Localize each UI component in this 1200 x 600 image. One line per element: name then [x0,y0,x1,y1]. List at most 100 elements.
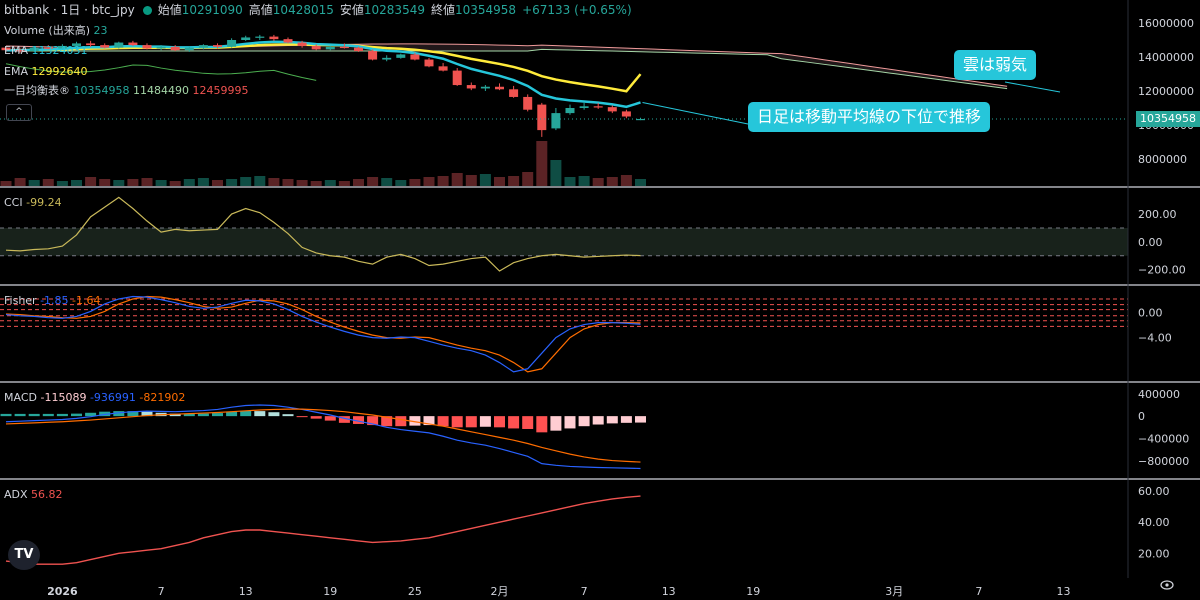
candle-body [636,118,645,121]
ichimoku-legend[interactable]: 一目均衡表® 10354958 11484490 12459995 [4,84,249,98]
settings-eye-icon[interactable] [1160,580,1174,590]
candle-body [621,111,631,117]
candle-body [607,107,617,112]
candle-body [72,43,81,46]
volume-bar [635,179,646,186]
cloud-bearish-callout[interactable]: 雲は弱気 [954,50,1037,80]
macd-histogram-bar [564,416,576,429]
volume-bar [409,179,421,186]
macd-histogram-bar [141,411,153,417]
volume-bar [141,178,153,186]
volume-bar [564,177,576,186]
volume-bar [240,177,252,186]
macd-legend[interactable]: MACD -115089 -936991 -821902 [4,391,185,405]
macd-histogram-bar [42,413,54,417]
volume-bar [522,172,534,186]
macd-histogram-bar [226,411,238,417]
open-label: 始値 [157,3,182,17]
chikou-span-line [5,63,317,81]
cci-legend[interactable]: CCI -99.24 [4,196,62,210]
volume-bar [113,180,125,186]
macd-histogram-bar [240,410,252,417]
macd-histogram-bar [268,412,280,417]
fisher-legend[interactable]: Fisher -1.85 -1.64 [4,294,101,308]
signal-line [5,408,641,463]
macd-histogram-bar [113,411,125,417]
time-axis-tick: 7 [158,585,165,598]
candle-body [339,46,349,48]
macd-histogram-bar [437,416,449,427]
change-value: +67133 (+0.65%) [522,3,632,17]
time-axis-tick: 19 [746,585,760,598]
callout-pointer [642,102,749,125]
ema1-legend[interactable]: EMA 11324031 [4,44,87,58]
price-axis-tick: 12000000 [1138,85,1194,98]
price-axis-tick: 16000000 [1138,17,1194,30]
volume-bar [310,181,322,186]
volume-bar [338,181,350,186]
adx-value: 56.82 [31,488,63,501]
adx-legend[interactable]: ADX 56.82 [4,488,63,502]
volume-bar [578,176,590,186]
fisher-value: -1.85 [40,294,69,307]
cci-axis-tick: −200.00 [1138,264,1186,277]
macd-histogram-bar [71,413,82,417]
volume-bar [71,180,82,186]
candle-body [396,54,406,58]
ema2-value: 12992640 [31,65,88,78]
time-axis-tick: 13 [1057,585,1071,598]
candle-body [142,45,152,49]
candle-body [255,36,265,38]
candle-body [495,86,504,90]
trigger-value: -1.64 [72,294,101,307]
volume-bar [42,179,54,186]
macd-label: MACD [4,391,37,404]
callout-pointer [1004,81,1061,93]
macd-histogram-bar [635,416,646,423]
candle-body [480,86,490,89]
macd-histogram-bar [127,411,139,417]
cci-label: CCI [4,196,23,209]
below-ma-callout[interactable]: 日足は移動平均線の下位で推移 [748,102,991,132]
macd-histogram-bar [409,416,421,426]
tradingview-logo[interactable]: TV [8,540,40,570]
macd-histogram-bar [522,416,534,429]
volume-bar [14,178,26,186]
candle-body [128,42,138,46]
volume-legend[interactable]: Volume (出来高) 23 [4,24,108,38]
volume-bar [254,176,266,186]
time-axis-tick: 7 [581,585,588,598]
market-status-icon [142,6,152,15]
candle-body [100,45,110,48]
symbol-line[interactable]: bitbank · 1日 · btc_jpy [4,3,135,17]
fisher-axis-tick: −4.00 [1138,332,1172,345]
macd-histogram-bar [282,414,294,417]
ema1-label: EMA [4,44,28,57]
ema2-label: EMA [4,65,28,78]
symbol-header: bitbank · 1日 · btc_jpy 始値10291090 高値104280… [4,2,638,18]
ema2-legend[interactable]: EMA 12992640 [4,65,87,79]
macd-histogram-bar [508,416,520,429]
low-label: 安値 [339,3,364,17]
candle-body [86,43,96,46]
collapse-legend-button[interactable]: ^ [6,104,32,121]
high-label: 高値 [248,3,273,17]
macd-histogram-bar [296,416,308,418]
adx-label: ADX [4,488,28,501]
adx-axis-tick: 60.00 [1138,485,1170,498]
macd-histogram-bar [592,416,604,425]
candle-body [410,54,420,60]
candle-body [170,46,180,51]
macd-histogram-bar [423,416,435,426]
macd-histogram-bar [550,416,562,431]
time-axis-tick: 7 [975,585,982,598]
candle-body [382,57,392,60]
macd-hist-value: -115089 [40,391,87,404]
macd-histogram-bar [310,416,322,419]
volume-bar [183,179,195,186]
candle-body [537,104,547,131]
volume-bar [423,177,435,186]
macd-histogram-bar [451,416,463,428]
candle-body [579,106,589,108]
macd-histogram-bar [353,416,364,424]
